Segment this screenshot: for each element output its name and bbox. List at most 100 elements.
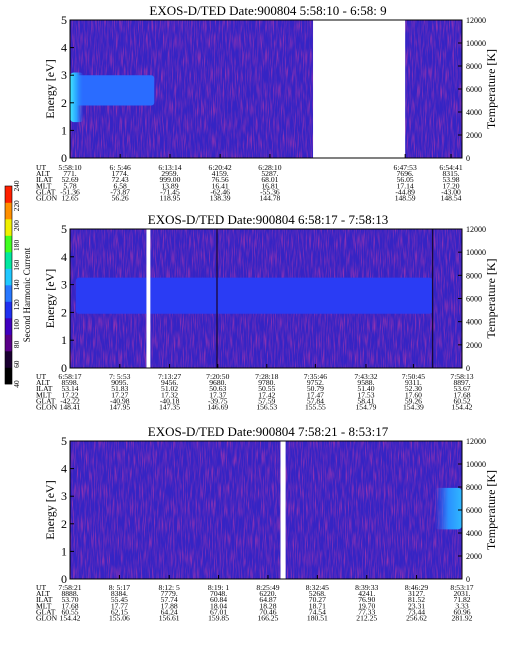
ephemeris-cell: 4241. [358, 589, 375, 598]
y-tick-label: 1 [61, 544, 67, 558]
y2-tick-label: 6000 [466, 506, 482, 515]
energy-axis: 0 1 2 3 4 5 [61, 434, 74, 586]
ephemeris-row-label: GLON [36, 194, 58, 203]
data-gaps [313, 20, 406, 158]
ephemeris-cell: 81.52 [408, 595, 425, 604]
ephemeris-cell: 18.04 [210, 601, 227, 610]
ephemeris-cell: 53.70 [61, 595, 78, 604]
ephemeris-cell: 159.85 [208, 614, 229, 623]
colorbar-frame [4, 185, 13, 385]
ephemeris-row-label: GLAT [36, 396, 56, 405]
ephemeris-cell: 70.46 [259, 607, 276, 616]
ephemeris-cell: 17.32 [161, 390, 178, 399]
ephemeris-cell: 7:13:27 [158, 372, 181, 381]
y-tick-label: 0 [61, 361, 67, 375]
ephemeris-cell: 16.41 [212, 181, 229, 190]
data-gap [280, 441, 286, 579]
y2-tick-label: 4000 [466, 108, 482, 117]
y-tick-label: 4 [61, 462, 67, 476]
ephemeris-row-label: GLON [36, 403, 58, 412]
colorbar: 40 60 80 100 120 140 160 180 200 220 240 Second Ha… [4, 180, 32, 388]
ephemeris-cell: 17.47 [307, 390, 324, 399]
panel-title: EXOS-D/TED Date:900804 7:58:21 - 8:53:17 [148, 424, 389, 439]
y2-tick-label: 12000 [466, 225, 486, 234]
ephemeris-cell: 148.59 [395, 194, 416, 203]
y-tick-label: 4 [61, 41, 67, 55]
ephemeris-cell: 155.06 [109, 614, 130, 623]
colorbar-cell [5, 318, 12, 335]
ephemeris-cell: 9588. [357, 378, 374, 387]
temperature-axis: 0 2000 4000 6000 8000 10000 12000 [458, 437, 486, 584]
ephemeris-row-label: ILAT [36, 175, 53, 184]
ephemeris-cell: 9095. [111, 378, 128, 387]
ephemeris-row-label: GLON [36, 614, 58, 623]
colorbar-scale [4, 185, 13, 385]
colorbar-cell [5, 235, 12, 253]
ephemeris-cell: 67.01 [210, 607, 227, 616]
ephemeris-cell: 138.39 [210, 194, 231, 203]
hot-spot [434, 487, 462, 530]
y2-tick-label: 8000 [466, 483, 482, 492]
ephemeris-cell: 8888. [61, 589, 78, 598]
energy-band [70, 72, 155, 123]
temperature-axis: 0 2000 4000 6000 8000 10000 12000 [458, 225, 486, 373]
ephemeris-cell: -73.87 [110, 187, 130, 196]
ephemeris-cell: -55.36 [260, 187, 280, 196]
ephemeris-cell: 57.74 [161, 595, 178, 604]
ephemeris-cell: -42.22 [60, 396, 80, 405]
ephemeris-row-label: MLT [36, 181, 52, 190]
ephemeris-cell: 64.87 [259, 595, 276, 604]
ephemeris-row-label: GLAT [36, 187, 56, 196]
colorbar-cell [5, 219, 12, 236]
ephemeris-cell: 6.58 [114, 181, 127, 190]
ephemeris-table: UTALTILATMLTGLATGLON7:58:218888.53.7017.… [36, 575, 474, 623]
ephemeris-cell: 118.95 [160, 194, 181, 203]
ephemeris-cell: 6:47:53 [394, 163, 417, 172]
ephemeris-cell: 5268. [309, 589, 326, 598]
ephemeris-table: UTALTILATMLTGLATGLON6:58:178598.53.1417.… [36, 364, 474, 412]
ephemeris-cell: 8:39:33 [355, 583, 378, 592]
ephemeris-cell: 50.63 [209, 384, 226, 393]
ephemeris-row-label: ILAT [36, 384, 53, 393]
y2-tick-label: 10000 [466, 248, 486, 257]
ephemeris-cell: 7:28:18 [255, 372, 278, 381]
ephemeris-cell: 7:58:21 [58, 583, 81, 592]
colorbar-cell [5, 301, 12, 319]
y2-tick-label: 0 [466, 154, 470, 163]
energy-axis: 0 1 2 3 4 5 [61, 222, 74, 375]
colorbar-ticks: 40 60 80 100 120 140 160 180 200 220 240 [12, 180, 21, 388]
ephemeris-row-label: UT [36, 583, 46, 592]
ephemeris-cell: 71.82 [453, 595, 470, 604]
ephemeris-cell: 166.25 [258, 614, 279, 623]
ephemeris-cell: -71.45 [160, 187, 180, 196]
ephemeris-row-label: UT [36, 163, 46, 172]
ephemeris-cell: 8897. [453, 378, 470, 387]
ephemeris-cell: 17.68 [61, 601, 78, 610]
y2-tick-label: 8000 [466, 62, 482, 71]
colorbar-cell [5, 351, 12, 368]
ephemeris-cell: 7048. [210, 589, 227, 598]
colorbar-cell [5, 285, 12, 302]
colorbar-tick-label: 40 [12, 380, 21, 388]
colorbar-tick-label: 80 [12, 340, 21, 348]
ephemeris-cell: -40.18 [160, 396, 180, 405]
y-tick-label: 5 [61, 222, 67, 236]
ephemeris-cell: 771. [63, 169, 76, 178]
ephemeris-row-label: UT [36, 372, 46, 381]
ephemeris-cell: -40.98 [110, 396, 130, 405]
ephemeris-row-label: GLAT [36, 607, 56, 616]
ephemeris-cell: 51.40 [357, 384, 374, 393]
y2-tick-label: 10000 [466, 39, 486, 48]
colorbar-tick-label: 60 [12, 360, 21, 368]
colorbar-cell [5, 202, 12, 220]
data-gap [146, 229, 151, 368]
panel-title: EXOS-D/TED Date:900804 6:58:17 - 7:58:13 [148, 212, 388, 227]
ephemeris-cell: 8:32:45 [306, 583, 329, 592]
y2-tick-label: 8000 [466, 271, 482, 280]
y-tick-label: 3 [61, 278, 67, 292]
ephemeris-cell: 17.27 [111, 390, 128, 399]
ephemeris-cell: 7:50:45 [402, 372, 425, 381]
ephemeris-cell: 73.44 [408, 607, 425, 616]
